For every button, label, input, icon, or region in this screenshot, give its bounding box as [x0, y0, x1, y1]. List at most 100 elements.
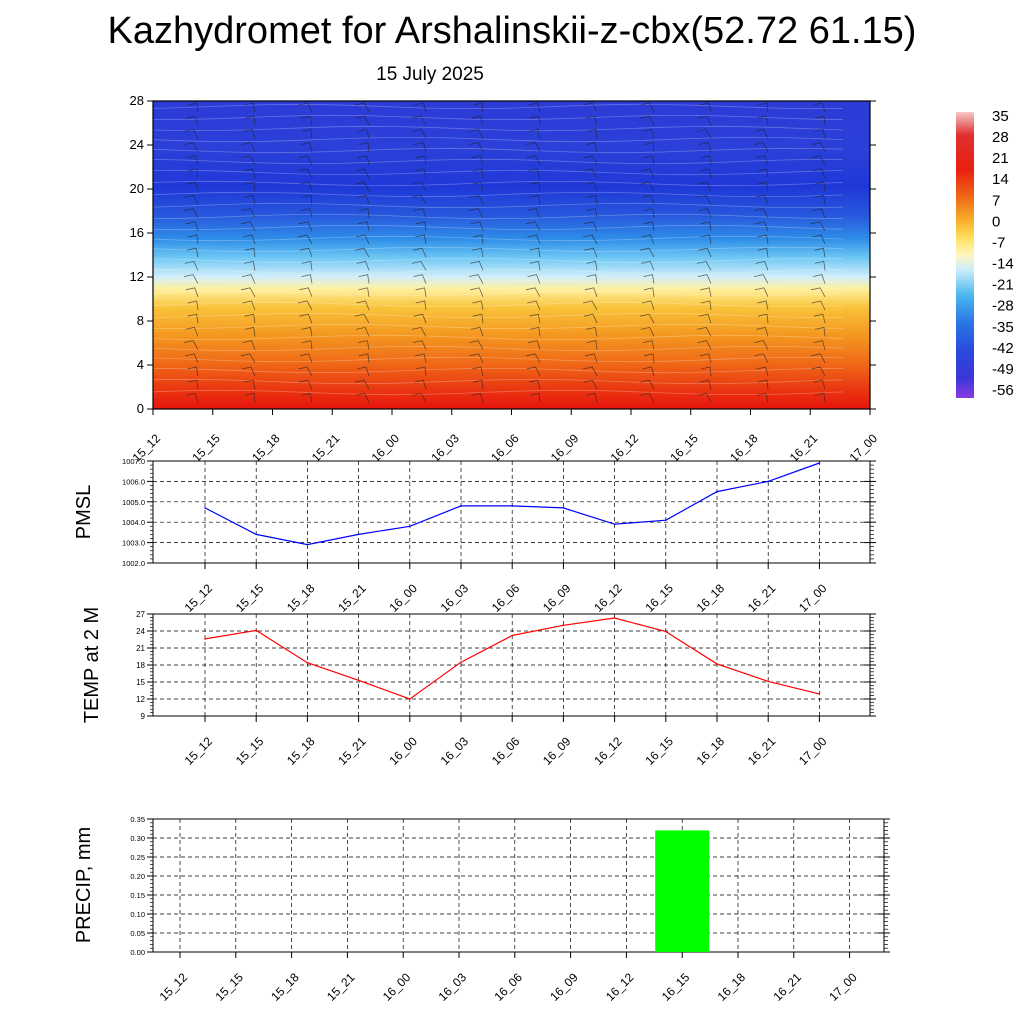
x-tick-label: 15_15 [233, 581, 267, 615]
y-tick-label: 0.30 [130, 834, 145, 843]
wind-barb [756, 366, 769, 377]
data-point [409, 698, 411, 700]
wind-barb [583, 102, 598, 113]
x-tick-label: 16_06 [488, 431, 522, 465]
wind-barb [812, 274, 826, 284]
wind-barb [301, 194, 313, 205]
colorbar-label: -21 [992, 277, 1014, 294]
y-tick-label: 8 [137, 313, 144, 328]
wind-barb [184, 142, 199, 152]
data-point [716, 490, 718, 493]
data-point [204, 638, 206, 640]
wind-barb [526, 353, 541, 363]
wind-barb [241, 142, 256, 152]
y-tick-label: 15 [136, 678, 145, 687]
wind-barb [301, 274, 313, 284]
wind-barb [472, 379, 484, 390]
panel-frame [152, 460, 871, 564]
contour-line [152, 378, 844, 385]
wind-barb [814, 392, 826, 403]
y-tick-label: 16 [130, 225, 144, 240]
x-tick-label: 16_03 [438, 581, 472, 615]
contour-line [152, 257, 844, 264]
y-tick-label: 28 [130, 93, 144, 108]
wind-barb [244, 115, 256, 126]
wind-barb [299, 247, 313, 258]
wind-barb [586, 128, 598, 139]
page-subtitle: 15 July 2025 [376, 64, 484, 85]
wind-barb [183, 340, 199, 350]
precip-panel: 0.00 0.05 0.10 0.15 0.20 0.25 0.30 0.35 15_12 15_… [73, 815, 890, 1004]
wind-barb [301, 326, 313, 337]
heatmap-fill [153, 101, 870, 409]
contour-line [152, 125, 844, 132]
wind-barb [301, 128, 313, 139]
wind-barb [697, 326, 712, 337]
wind-barb [529, 313, 541, 324]
x-tick-label: 17_00 [796, 581, 830, 615]
x-tick-label: 16_03 [438, 734, 472, 768]
wind-barb [240, 287, 256, 297]
wind-barb [698, 247, 712, 258]
wind-barb [298, 221, 313, 231]
wind-barb [755, 194, 769, 205]
data-point [255, 629, 257, 632]
wind-barb [814, 260, 826, 271]
contour-line [152, 345, 844, 352]
wind-barb [643, 353, 655, 363]
data-point [665, 630, 667, 633]
data-point [716, 663, 718, 665]
x-tick-label: 15_12 [157, 970, 191, 1004]
wind-barb [811, 353, 826, 363]
wind-barb [187, 234, 199, 245]
wind-barb [358, 142, 370, 152]
x-tick-label: 15_21 [335, 734, 369, 768]
y-tick-label: 12 [136, 695, 145, 704]
wind-barb [297, 300, 313, 311]
wind-barb [241, 221, 256, 231]
wind-barb [414, 379, 427, 390]
x-tick-label: 17_00 [847, 431, 881, 465]
y-tick-label: 24 [136, 627, 145, 636]
x-tick-label: 16_06 [491, 970, 525, 1004]
wind-barb [814, 181, 826, 192]
y-tick-label: 0.10 [130, 910, 145, 919]
wind-barb [242, 274, 256, 284]
wind-barb [300, 142, 313, 152]
wind-barb [184, 128, 199, 139]
colorbar: 35 28 21 14 7 0 -7 -14 -21 -28 -35 -42 -49 -56 [956, 108, 1014, 399]
x-tick-label: 16_15 [642, 581, 676, 615]
wind-barb [244, 260, 256, 271]
wind-barb [586, 260, 598, 271]
wind-barb [699, 313, 712, 324]
contour-line [152, 169, 844, 176]
contour-line [152, 246, 844, 253]
wind-barb [469, 340, 484, 350]
x-tick-label: 16_18 [727, 431, 761, 465]
wind-barb [300, 208, 313, 218]
y-tick-label: 9 [141, 712, 146, 721]
wind-barb [187, 379, 199, 390]
wind-barb [358, 208, 370, 218]
x-tick-label: 15_12 [182, 734, 216, 768]
contour-line [152, 180, 844, 187]
wind-barb [357, 155, 370, 165]
wind-barb [585, 353, 598, 363]
wind-barb [640, 168, 655, 179]
colorbar-label: -28 [992, 298, 1014, 315]
data-point [255, 533, 257, 536]
wind-barb [298, 379, 313, 390]
y-tick-label: 0.20 [130, 872, 145, 881]
wind-barb [187, 313, 199, 324]
wind-barb [754, 128, 769, 139]
wind-barb [529, 247, 541, 258]
wind-barb [187, 102, 199, 113]
wind-barb [585, 142, 598, 152]
wind-barb [754, 340, 769, 350]
wind-barb [528, 102, 541, 113]
wind-barb [355, 379, 370, 390]
wind-barb [468, 274, 484, 284]
data-point [511, 505, 513, 507]
page-title: Kazhydromet for Arshalinskii-z-cbx(52.72… [107, 10, 917, 52]
wind-barb [697, 340, 712, 350]
